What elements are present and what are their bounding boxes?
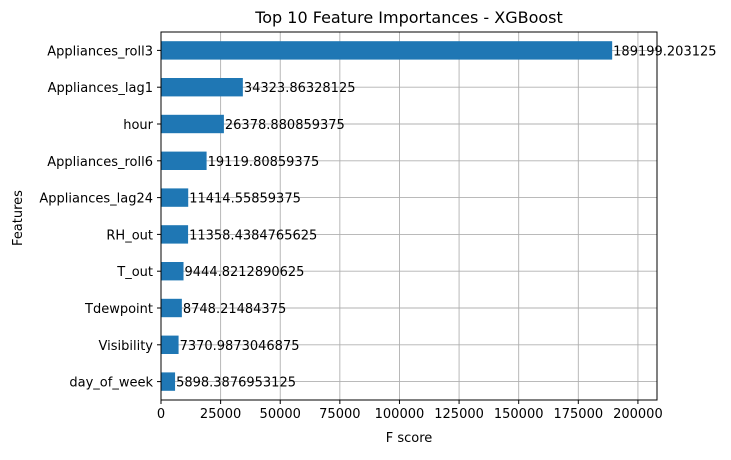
data-label: 11358.4384765625 bbox=[189, 228, 317, 243]
y-axis-label: Features bbox=[11, 190, 26, 246]
bar-appliances-lag1 bbox=[161, 78, 243, 97]
data-label: 8748.21484375 bbox=[183, 302, 286, 317]
bar-appliances-roll6 bbox=[161, 151, 207, 170]
y-tick-label: Tdewpoint bbox=[84, 302, 153, 317]
y-tick-label: day_of_week bbox=[69, 376, 153, 391]
y-tick-label: hour bbox=[123, 118, 153, 133]
x-tick-label: 25000 bbox=[200, 407, 241, 422]
bars bbox=[161, 41, 613, 391]
x-tick-label: 0 bbox=[157, 407, 165, 422]
y-tick-label: Appliances_roll3 bbox=[47, 44, 153, 59]
chart-title: Top 10 Feature Importances - XGBoost bbox=[254, 8, 563, 27]
data-label: 5898.3876953125 bbox=[176, 376, 296, 391]
bar-tdewpoint bbox=[161, 298, 182, 318]
bar-rh-out bbox=[161, 225, 189, 244]
x-tick-label: 175000 bbox=[553, 407, 603, 422]
y-tick-label: Appliances_roll6 bbox=[47, 155, 153, 170]
y-tick-label: T_out bbox=[116, 265, 153, 280]
data-label: 189199.203125 bbox=[613, 44, 716, 59]
x-tick-label: 200000 bbox=[613, 407, 663, 422]
x-tick-label: 50000 bbox=[260, 407, 301, 422]
y-tick-label: Visibility bbox=[99, 339, 154, 354]
data-label: 26378.880859375 bbox=[225, 118, 345, 133]
bar-hour bbox=[161, 114, 224, 134]
data-label: 7370.9873046875 bbox=[180, 339, 300, 354]
plot-frame bbox=[160, 31, 658, 401]
data-label: 9444.8212890625 bbox=[185, 265, 305, 280]
x-tick-label: 100000 bbox=[375, 407, 425, 422]
x-tick-label: 125000 bbox=[434, 407, 484, 422]
axes: 0 25000 50000 75000 100000 125000 150000 175000… bbox=[39, 31, 663, 422]
data-labels: 189199.203125 34323.86328125 26378.8808593… bbox=[176, 44, 716, 390]
bar-appliances-lag24 bbox=[161, 188, 189, 207]
data-label: 34323.86328125 bbox=[244, 81, 356, 96]
data-label: 11414.55859375 bbox=[189, 192, 301, 207]
x-axis-label: F score bbox=[386, 431, 433, 446]
x-tick-label: 150000 bbox=[494, 407, 544, 422]
x-tick-label: 75000 bbox=[319, 407, 360, 422]
bar-appliances-roll3 bbox=[161, 41, 613, 60]
y-tick-label: RH_out bbox=[106, 228, 153, 243]
bar-t-out bbox=[161, 262, 184, 281]
y-tick-label: Appliances_lag1 bbox=[48, 81, 153, 96]
bar-day-of-week bbox=[161, 372, 176, 391]
data-label: 19119.80859375 bbox=[208, 155, 320, 170]
y-tick-label: Appliances_lag24 bbox=[39, 192, 153, 207]
bar-visibility bbox=[161, 335, 179, 354]
